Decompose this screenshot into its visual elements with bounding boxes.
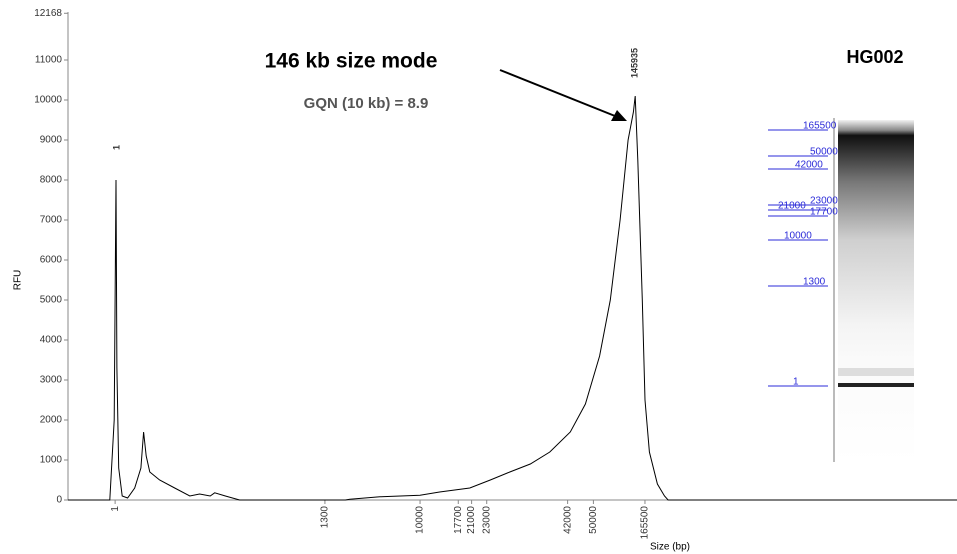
x-tick-label: 50000 [588, 506, 599, 534]
x-tick-label: 10000 [415, 506, 426, 534]
ladder-label: 10000 [784, 231, 812, 242]
ladder-label: 21000 [778, 201, 806, 212]
ladder-label: 50000 [810, 147, 838, 158]
y-tick-label: 0 [56, 495, 62, 506]
electropherogram: HG002 146 kb size mode GQN (10 kb) = 8.9… [0, 0, 957, 554]
ladder-label: 165500 [803, 121, 837, 132]
x-axis-label: Size (bp) [650, 542, 690, 553]
y-tick-label: 6000 [40, 255, 63, 266]
y-tick-label: 12168 [34, 8, 62, 19]
y-tick-label: 9000 [40, 135, 63, 146]
arrow [500, 70, 620, 118]
y-tick-label: 10000 [34, 95, 62, 106]
x-tick-label: 21000 [466, 506, 477, 534]
y-tick-label: 7000 [40, 215, 63, 226]
y-axis-label: RFU [13, 270, 24, 291]
x-tick-label: 1300 [320, 506, 331, 529]
ladder-label: 23000 [810, 196, 838, 207]
annotation: 146 kb size mode [265, 50, 438, 73]
x-tick-label: 165500 [640, 506, 651, 540]
gel-band [838, 368, 914, 376]
y-tick-label: 1000 [40, 455, 63, 466]
ladder-label: 17700 [810, 207, 838, 218]
y-tick-label: 8000 [40, 175, 63, 186]
ladder-label: 42000 [795, 160, 823, 171]
y-tick-label: 2000 [40, 415, 63, 426]
ladder-label: 1 [793, 377, 799, 388]
ladder-label: 1300 [803, 277, 826, 288]
y-tick-label: 11000 [35, 55, 63, 66]
annotation: GQN (10 kb) = 8.9 [304, 95, 429, 112]
gel-lane [838, 120, 914, 462]
y-tick-label: 4000 [40, 335, 63, 346]
peak-label: 1 [111, 145, 121, 150]
x-tick-label: 1 [110, 506, 121, 512]
gel-band [838, 383, 914, 387]
x-tick-label: 42000 [562, 506, 573, 534]
y-tick-label: 5000 [40, 295, 63, 306]
x-tick-label: 17700 [453, 506, 464, 534]
gel-title: HG002 [846, 47, 903, 67]
x-tick-label: 23000 [481, 506, 492, 534]
y-tick-label: 3000 [40, 375, 63, 386]
peak-label: 145935 [629, 48, 639, 78]
